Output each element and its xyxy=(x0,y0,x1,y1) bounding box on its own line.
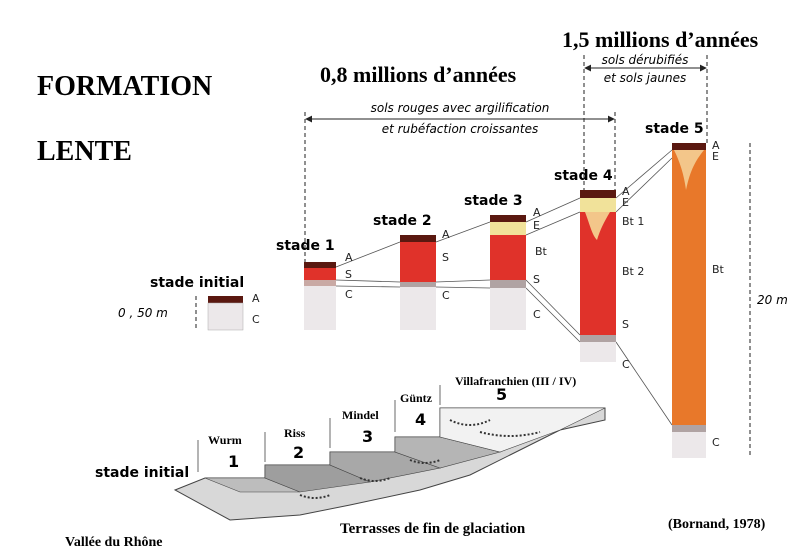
profile: stade initial A C 0 , 50 m xyxy=(118,275,260,330)
horizon-label: C xyxy=(252,313,260,326)
caption: Terrasses de fin de glaciation xyxy=(340,521,526,537)
horizon-label: Bt xyxy=(535,245,548,258)
stage-label: stade 5 xyxy=(645,121,704,137)
horizon-E xyxy=(490,222,526,235)
period-note: et rubéfaction croissantes xyxy=(382,122,538,136)
horizon-label: C xyxy=(533,308,541,321)
horizon-label: S xyxy=(345,268,352,281)
horizon-A xyxy=(580,190,616,198)
terrace-name: Wurm xyxy=(208,433,242,447)
horizon-C xyxy=(304,286,336,330)
horizon-label: A xyxy=(345,251,353,264)
horizon-label: S xyxy=(442,251,449,264)
horizon-label: E xyxy=(533,219,540,232)
profile: stade 4 A E Bt 1 Bt 2 S C xyxy=(554,168,644,371)
horizon-C xyxy=(580,342,616,362)
horizon-B xyxy=(400,242,436,282)
horizon-label: S xyxy=(622,318,629,331)
horizon-Bt xyxy=(672,150,706,425)
terrace-name: Mindel xyxy=(342,408,379,422)
horizon-C xyxy=(400,287,436,330)
stage-label: stade initial xyxy=(150,275,244,291)
horizon-label: A xyxy=(442,228,450,241)
period-label: 1,5 millions d’années xyxy=(562,27,759,52)
horizon-B xyxy=(304,268,336,280)
horizon-label: C xyxy=(442,289,450,302)
horizon-label: A xyxy=(252,292,260,305)
terrace-name: Riss xyxy=(284,426,306,440)
profile: stade 1 A S C xyxy=(276,238,353,330)
stage-label: stade 2 xyxy=(373,213,432,229)
title-line: LENTE xyxy=(37,136,132,167)
horizon-label: C xyxy=(712,436,720,449)
horizon-label: C xyxy=(622,358,630,371)
profile: stade 3 A E Bt S C xyxy=(464,193,548,330)
horizon-label: E xyxy=(622,196,629,209)
title-line: FORMATION xyxy=(37,71,212,102)
horizon-A xyxy=(400,235,436,242)
stage-label: stade 1 xyxy=(276,238,335,254)
horizon-S xyxy=(672,425,706,432)
horizon-label: Bt 2 xyxy=(622,265,644,278)
horizon-E xyxy=(580,198,616,212)
terrace-name: Güntz xyxy=(400,391,433,405)
terrace-start-label: stade initial xyxy=(95,465,189,481)
terrace-number: 4 xyxy=(415,410,426,429)
horizon-label: C xyxy=(345,288,353,301)
horizon-label: S xyxy=(533,273,540,286)
profile: stade 2 A S C xyxy=(373,213,450,330)
horizon-Bt xyxy=(490,235,526,280)
diagram: FORMATION LENTE 0,8 millions d’années 1,… xyxy=(0,0,809,546)
horizon-S xyxy=(400,282,436,287)
horizon-S xyxy=(580,335,616,342)
horizon-C xyxy=(672,432,706,458)
stage-label: stade 3 xyxy=(464,193,523,209)
period-note: sols rouges avec argilification xyxy=(371,101,550,115)
horizon-label: E xyxy=(712,150,719,163)
terraces: Wurm 1 Riss 2 Mindel 3 Güntz 4 Villafran… xyxy=(175,374,605,520)
terrace-number: 1 xyxy=(228,452,239,471)
horizon-C xyxy=(208,303,243,330)
horizon-label: A xyxy=(533,206,541,219)
horizon-A xyxy=(672,143,706,150)
stage-label: stade 4 xyxy=(554,168,613,184)
source: (Bornand, 1978) xyxy=(668,517,766,532)
period-note: sols dérubifiés xyxy=(602,53,689,67)
terrace-number: 5 xyxy=(496,385,507,404)
horizon-A xyxy=(304,262,336,268)
horizon-S xyxy=(304,280,336,286)
period-note: et sols jaunes xyxy=(604,71,686,85)
period-label: 0,8 millions d’années xyxy=(320,62,517,87)
horizon-S xyxy=(490,280,526,288)
terrace-number: 3 xyxy=(362,427,373,446)
scale-label: 0 , 50 m xyxy=(118,306,168,320)
horizon-C xyxy=(490,288,526,330)
profile: stade 5 A E Bt C 20 m xyxy=(645,121,788,458)
terrace-number: 2 xyxy=(293,443,304,462)
horizon-label: Bt xyxy=(712,263,725,276)
horizon-A xyxy=(490,215,526,222)
terrace-name: Villafranchien (III / IV) xyxy=(455,374,576,388)
valley-label: Vallée du Rhône xyxy=(65,535,163,546)
horizon-label: Bt 1 xyxy=(622,215,644,228)
horizon-A xyxy=(208,296,243,303)
scale-label: 20 m xyxy=(757,293,788,307)
